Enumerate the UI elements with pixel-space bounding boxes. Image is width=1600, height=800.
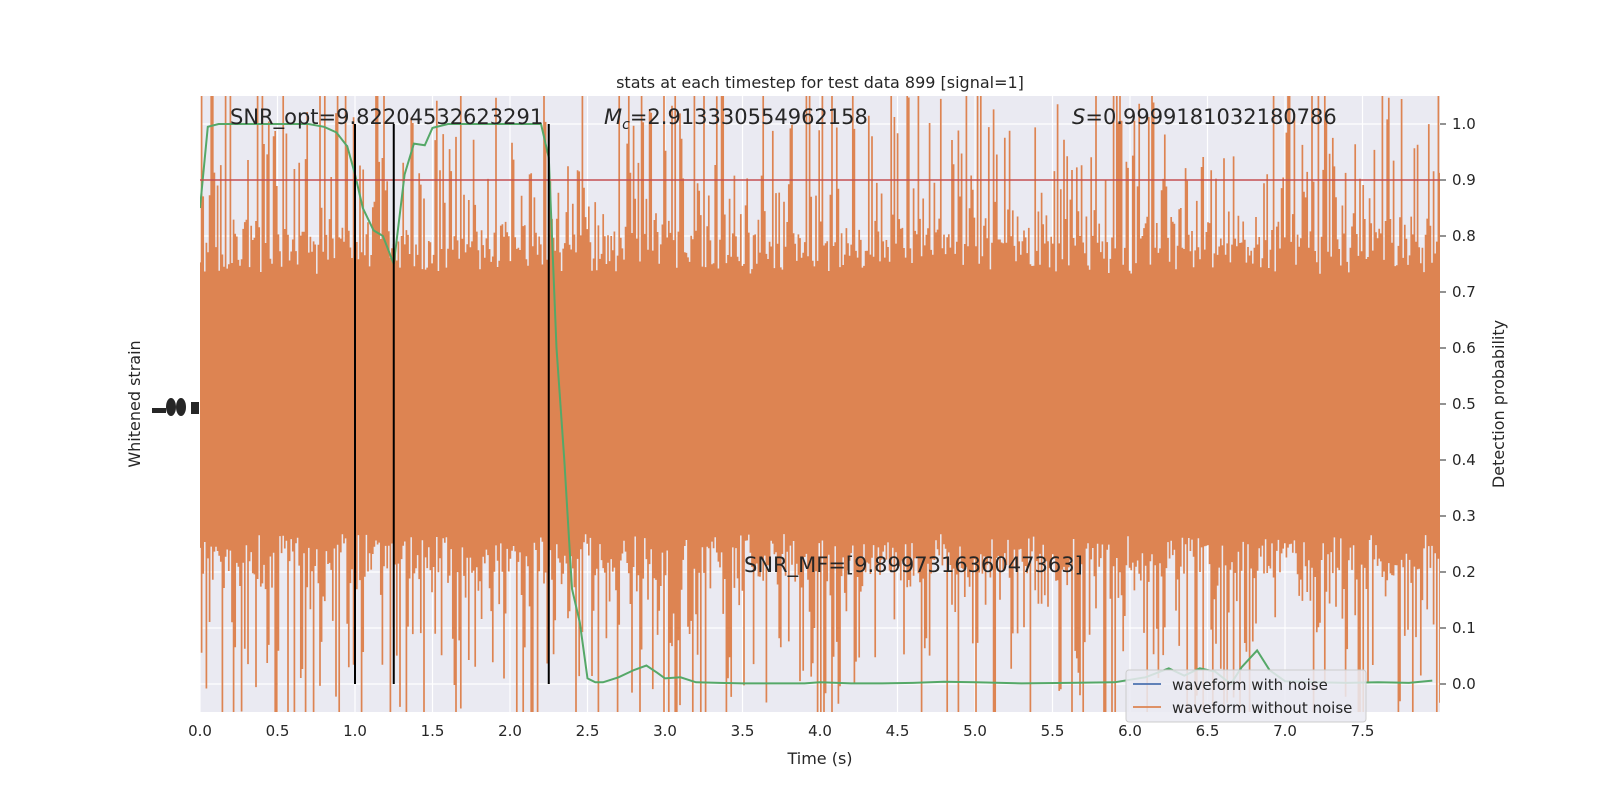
x-tick-label: 2.0 [498,722,522,740]
y-tick-label: 0.4 [1452,451,1476,469]
x-tick-label: 7.5 [1351,722,1375,740]
x-tick-label: 5.5 [1041,722,1065,740]
x-axis-label: Time (s) [786,749,852,768]
legend: waveform with noise waveform without noi… [1125,669,1367,723]
left-axis-clutter [152,398,199,416]
y-tick-label: 0.0 [1452,675,1476,693]
x-axis-ticks: 0.0 0.5 1.0 1.5 2.0 2.5 3.0 3.5 4.0 4.5 5.0 5.5 6.0 6… [188,722,1374,740]
x-tick-label: 4.5 [886,722,910,740]
y-tick-label: 0.2 [1452,563,1476,581]
x-tick-label: 2.5 [576,722,600,740]
snr-mf-annotation: SNR_MF=[9.899731636047363] [744,553,1083,578]
legend-label-with-noise: waveform with noise [1172,676,1328,694]
chirp-mass-annotation: Mc=2.913330554962158 [604,105,868,133]
y-tick-label: 0.6 [1452,339,1476,357]
y-axis-right-ticks: 0.0 0.1 0.2 0.3 0.4 0.5 0.6 0.7 0.8 0.9 1.0 [1440,115,1476,693]
x-tick-label: 4.0 [808,722,832,740]
y-tick-label: 0.9 [1452,171,1476,189]
x-tick-label: 1.0 [343,722,367,740]
x-tick-label: 7.0 [1273,722,1297,740]
series-lines [200,123,1440,686]
x-tick-label: 6.0 [1118,722,1142,740]
x-tick-label: 0.0 [188,722,212,740]
x-tick-label: 1.5 [421,722,445,740]
y-tick-label: 0.7 [1452,283,1476,301]
spin-annotation: S=0.9999181032180786 [1072,105,1337,129]
x-tick-label: 0.5 [266,722,290,740]
vertical-markers [354,124,550,684]
y-tick-label: 1.0 [1452,115,1476,133]
y-tick-label: 0.3 [1452,507,1476,525]
x-tick-label: 5.0 [963,722,987,740]
strain-core-band [200,284,1440,524]
snr-opt-annotation: SNR_opt=9.82204532623291 [230,105,543,130]
y-tick-label: 0.1 [1452,619,1476,637]
y-tick-label: 0.5 [1452,395,1476,413]
y-tick-label: 0.8 [1452,227,1476,245]
chart-title: stats at each timestep for test data 899… [616,73,1024,92]
y-axis-right-label: Detection probability [1489,320,1508,488]
y-axis-left-label: Whitened strain [125,340,144,467]
x-tick-label: 3.5 [731,722,755,740]
detection-probability-line [200,123,1433,686]
legend-label-without-noise: waveform without noise [1172,699,1352,717]
legend-box [1125,669,1367,723]
strain-noise-band [200,96,1440,712]
x-tick-label: 6.5 [1196,722,1220,740]
x-tick-label: 3.0 [653,722,677,740]
